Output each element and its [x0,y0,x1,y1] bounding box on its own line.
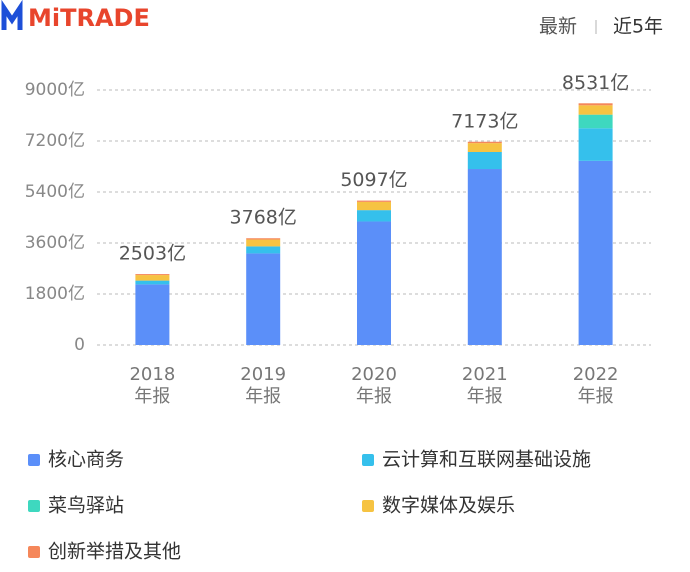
total-label: 5097亿 [340,169,407,191]
bar-segment [467,141,502,144]
bar-segment [578,160,613,345]
legend-label: 菜鸟驿站 [48,495,124,517]
x-tick-label: 2018 [129,364,175,385]
total-label: 2503亿 [119,243,186,265]
bar-segment [578,103,613,106]
bar-segment [135,280,170,285]
legend-marker [28,500,40,512]
legend-marker [362,454,374,466]
legend-label: 核心商务 [48,449,124,471]
bar-segment [357,221,391,345]
bar-segment [246,253,281,345]
legend-label: 创新举措及其他 [48,541,181,563]
logo-icon [1,0,23,30]
x-tick-label: 年报 [245,386,281,407]
x-tick-label: 2022 [573,364,619,385]
x-tick-label: 年报 [578,386,614,407]
bar-segment [246,246,281,254]
bar-segment [467,143,502,152]
bar-segment [246,239,281,247]
x-tick-label: 年报 [356,386,392,407]
bar-segment [578,128,613,161]
y-tick-label: 9000亿 [25,80,85,100]
bar-segment [578,114,613,129]
y-tick-label: 0 [74,335,85,355]
tab[interactable]: 最新 [539,16,577,38]
x-tick-label: 2019 [240,364,286,385]
y-tick-label: 5400亿 [25,182,85,202]
y-tick-label: 7200亿 [25,131,85,151]
legend-marker [362,500,374,512]
bar-segment [578,105,613,115]
bar-segment [467,151,502,170]
total-label: 3768亿 [230,207,297,229]
x-tick-label: 年报 [467,386,503,407]
legend-marker [28,454,40,466]
x-tick-label: 2020 [351,364,397,385]
logo: MiTRADE [1,0,150,32]
legend-marker [28,546,40,558]
y-tick-label: 3600亿 [25,233,85,253]
bar-segment [246,238,281,240]
tab[interactable]: 近5年 [613,16,663,38]
bar-segment [357,200,391,202]
legend-label: 云计算和互联网基础设施 [382,449,591,471]
bar-segment [357,210,391,222]
bar-segment [135,284,170,345]
logo-text: MiTRADE [28,4,150,32]
total-label: 8531亿 [562,72,629,94]
bar-segment [467,169,502,345]
x-tick-label: 2021 [462,364,508,385]
legend-label: 数字媒体及娱乐 [382,495,515,517]
bar-segment [135,275,170,281]
y-tick-label: 1800亿 [25,284,85,304]
total-label: 7173亿 [451,110,518,132]
bar-segment [357,201,391,211]
x-tick-label: 年报 [134,386,170,407]
bar-segment [135,274,170,276]
